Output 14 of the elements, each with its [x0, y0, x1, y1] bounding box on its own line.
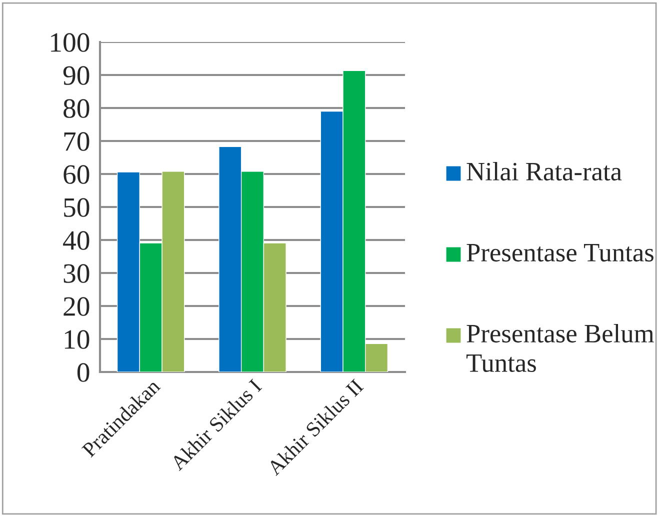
- y-tick-label: 100: [51, 33, 90, 52]
- legend-label: Nilai Rata-rata: [466, 162, 622, 181]
- y-tick-label: 70: [64, 132, 90, 151]
- y-tick-label: 40: [63, 231, 90, 250]
- y-tick-label: 10: [64, 330, 90, 349]
- y-tick-label: 60: [64, 165, 90, 184]
- y-tick-label: 90: [63, 66, 90, 85]
- legend-label: Presentase Belum Tuntas: [466, 324, 654, 372]
- y-tick-label: 30: [64, 264, 90, 283]
- y-tick-label: 20: [64, 297, 90, 316]
- y-tick-label: 50: [64, 198, 90, 217]
- y-tick-label: 0: [77, 363, 90, 382]
- y-tick-label: 80: [64, 99, 90, 118]
- legend-label: Presentase Tuntas: [466, 244, 654, 262]
